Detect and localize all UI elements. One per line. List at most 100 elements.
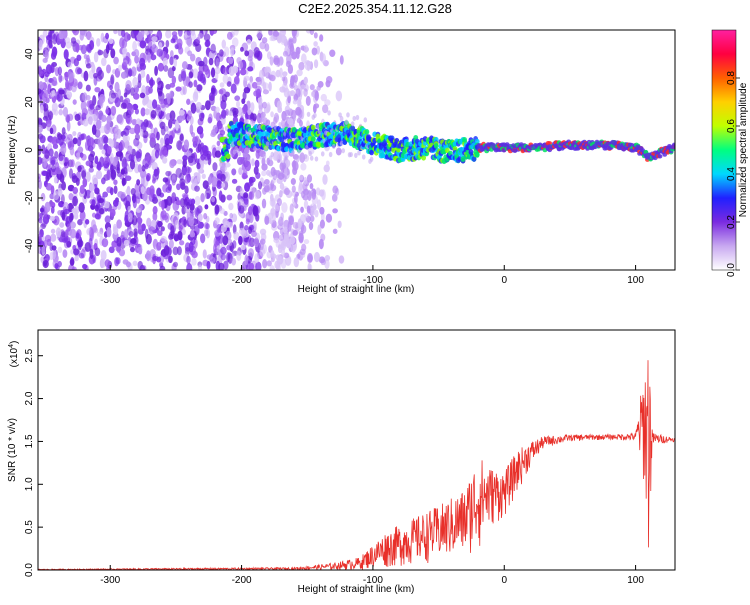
y-tick-label: 0 xyxy=(24,147,35,153)
spectrogram-cell xyxy=(276,198,282,207)
spectrogram-cell xyxy=(310,136,316,142)
spectrogram-cell xyxy=(211,87,215,94)
spectrogram-cell xyxy=(67,133,73,141)
spectrogram-cell xyxy=(120,191,126,199)
spectrogram-cell xyxy=(242,91,247,100)
spectrogram-cell xyxy=(110,92,116,99)
spectrogram-cell xyxy=(239,187,244,197)
spectrogram-cell xyxy=(45,183,53,191)
spectrogram-cell xyxy=(179,240,185,246)
spectrogram-cell xyxy=(361,154,366,160)
spectrogram-cell xyxy=(174,219,180,229)
spectrogram-cell xyxy=(38,176,41,183)
spectrogram-cell xyxy=(51,102,58,112)
spectrogram-cell xyxy=(129,246,135,253)
spectrogram-cell xyxy=(65,82,71,91)
spectrogram-cell xyxy=(57,66,63,76)
spectrogram-cell xyxy=(211,176,218,188)
spectrogram-cell xyxy=(284,109,291,117)
spectrogram-cell xyxy=(197,143,202,153)
spectrogram-cell xyxy=(191,250,198,259)
spectrogram-cell xyxy=(134,133,140,141)
spectrogram-cell xyxy=(169,90,174,99)
spectrogram-cell xyxy=(70,37,77,44)
spectrogram-cell xyxy=(282,50,289,57)
spectrogram-cell xyxy=(338,112,342,118)
colorbar-ticks: 0.0 0.2 0.4 0.6 0.8 xyxy=(726,71,740,277)
snr-y-label: SNR (10 * v/v) xyxy=(7,418,18,482)
spectrogram-cell xyxy=(433,143,439,149)
spectrogram-cell xyxy=(339,55,344,65)
spectrogram-cell xyxy=(313,112,317,118)
snr-panel: -300 -200 -100 0 100 0.0 0.5 1.0 1.5 2.0 2.5 Heigh… xyxy=(7,329,676,595)
spectrogram-cell xyxy=(162,57,168,66)
spectrogram-cell xyxy=(156,230,163,237)
spectrogram-cell xyxy=(355,114,360,121)
spectrogram-cell xyxy=(309,182,314,190)
spectrogram-cell xyxy=(186,211,192,222)
spectrogram-cell xyxy=(147,52,151,63)
spectrogram-cell xyxy=(251,121,256,127)
spectrogram-cell xyxy=(218,89,224,95)
spectrogram-cell xyxy=(471,156,477,162)
spectrogram-cell xyxy=(94,155,99,165)
spectrogram-cell xyxy=(247,108,252,116)
spectrogram-cell xyxy=(262,89,270,95)
spectrogram-cell xyxy=(89,248,94,260)
spectrogram-cell xyxy=(100,57,107,67)
spectrogram-cell xyxy=(105,32,110,40)
spectrogram-cell xyxy=(313,32,318,39)
spectrogram-cell xyxy=(160,226,165,232)
spectrogram-cell xyxy=(82,118,89,127)
spectrogram-cell xyxy=(294,193,298,205)
colorbar-tick-label: 0.8 xyxy=(726,71,737,85)
spectrogram-cell xyxy=(165,83,171,90)
y-tick-label: 40 xyxy=(24,48,35,60)
spectrogram-cell xyxy=(216,223,222,233)
spectrogram-cell xyxy=(335,90,343,102)
spectrogram-cell xyxy=(122,47,128,55)
spectrogram-cell xyxy=(51,76,58,86)
spectrogram-cell xyxy=(55,138,62,144)
spectrogram-cell xyxy=(270,166,276,177)
spectrogram-cell xyxy=(119,95,124,103)
spectrogram-cell xyxy=(88,116,93,126)
spectrogram-cell xyxy=(58,109,64,116)
spectrogram-cell xyxy=(166,94,171,105)
spectrogram-cell xyxy=(84,218,90,225)
spectrogram-cell xyxy=(190,237,196,246)
spectrogram-cell xyxy=(173,233,179,242)
spectrogram-cell xyxy=(305,60,312,66)
spectrogram-cell xyxy=(364,129,370,135)
spectrogram-cell xyxy=(149,123,153,129)
spectrogram-cell xyxy=(104,201,110,209)
spectrogram-cell xyxy=(157,220,163,228)
spectrogram-cell xyxy=(291,51,298,60)
spectrogram-cell xyxy=(77,146,84,154)
spectrogram-cell xyxy=(324,255,331,261)
spectrogram-cell xyxy=(63,49,69,60)
spectrogram-cell xyxy=(244,225,249,231)
spectrogram-cell xyxy=(147,30,154,35)
spectrogram-cell xyxy=(288,215,295,226)
spectrogram-cell xyxy=(114,134,119,140)
spectrogram-cell xyxy=(187,110,192,120)
spectrogram-cell xyxy=(158,200,165,208)
spectrogram-cell xyxy=(254,159,260,168)
spectrogram-cell xyxy=(331,143,336,149)
spectrogram-cell xyxy=(163,149,169,158)
spectrogram-cell xyxy=(226,81,232,87)
spectrogram-cell xyxy=(66,120,71,132)
spectrogram-cell xyxy=(146,99,153,109)
spectrogram-cell xyxy=(179,133,184,142)
spectrogram-cell xyxy=(178,46,184,55)
y-tick-label: 0.0 xyxy=(24,563,35,577)
spectrogram-cell xyxy=(96,37,101,47)
spectrogram-cells xyxy=(38,30,675,270)
spectrogram-cell xyxy=(118,114,124,125)
spectrogram-cell xyxy=(256,30,262,39)
spectrogram-cell xyxy=(113,30,118,35)
spectrogram-cell xyxy=(181,228,186,236)
spectrogram-cell xyxy=(320,151,325,157)
spectrogram-cell xyxy=(307,190,312,201)
